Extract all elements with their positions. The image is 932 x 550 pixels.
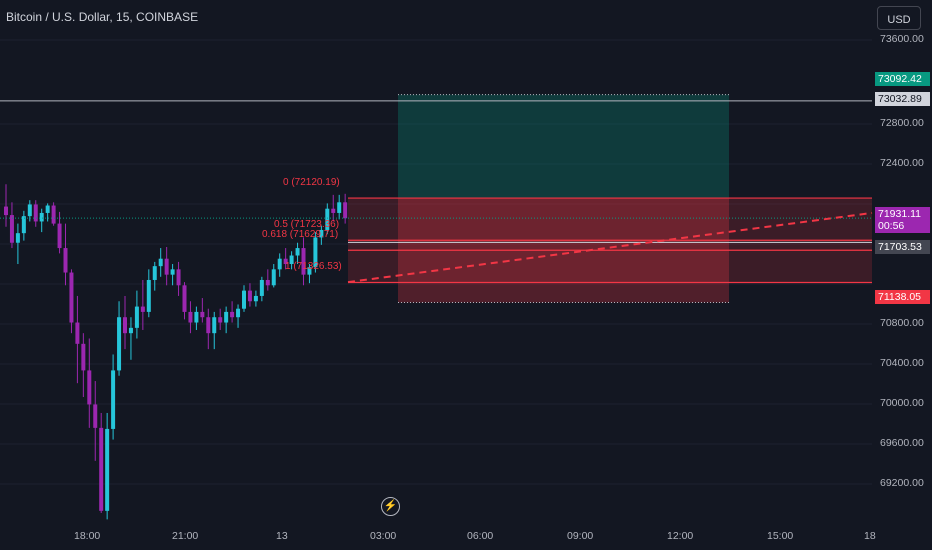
price-tick: 70000.00 (880, 397, 924, 409)
time-tick: 13 (276, 530, 288, 542)
candle-body (57, 223, 62, 249)
drawings-layer[interactable] (0, 100, 873, 284)
candle-body (307, 267, 312, 275)
lightning-icon[interactable]: ⚡ (381, 497, 400, 516)
candle-body (265, 279, 270, 286)
candle-body (81, 343, 86, 371)
candle-body (27, 204, 32, 217)
candle-body (277, 258, 282, 270)
candle-body (176, 269, 181, 286)
chart-grid (0, 39, 872, 485)
candle-body (140, 306, 145, 312)
candle-body (194, 311, 199, 323)
price-tick: 69600.00 (880, 437, 924, 449)
candle-body (301, 248, 306, 275)
price-tick: 73600.00 (880, 33, 924, 45)
candle-body (200, 311, 205, 318)
candle-body (212, 317, 217, 334)
candle-body (117, 317, 122, 371)
chart-background (0, 0, 872, 550)
countdown-timer: 00:56 (878, 220, 905, 232)
time-tick: 15:00 (767, 530, 794, 542)
candle-body (164, 258, 169, 275)
candle-body (218, 317, 223, 323)
candle-body (224, 311, 229, 323)
time-tick: 12:00 (667, 530, 694, 542)
candle-body (33, 204, 38, 222)
currency-button[interactable]: USD (877, 6, 921, 30)
candle-body (111, 370, 116, 429)
candle-body (134, 306, 139, 328)
candle-body (295, 248, 300, 256)
candle-body (289, 255, 294, 265)
fib-label: 0.618 (71629.71) (262, 229, 339, 240)
target-zone[interactable] (398, 94, 729, 199)
price-tick: 69200.00 (880, 477, 924, 489)
candle-body (247, 290, 252, 302)
candle-body (99, 427, 104, 511)
price-tick: 70800.00 (880, 317, 924, 329)
time-tick: 09:00 (567, 530, 594, 542)
candle-body (206, 317, 211, 334)
price-tag-last: 71931.11 00:56 (875, 207, 930, 233)
candle-body (87, 370, 92, 405)
candle-body (15, 233, 20, 243)
candle-body (271, 269, 276, 286)
candle-body (331, 208, 336, 213)
price-tag-level: 71703.53 (875, 240, 930, 254)
candle-body (4, 206, 8, 216)
candle-body (253, 295, 258, 302)
candle-body (123, 317, 127, 334)
time-tick: 18:00 (74, 530, 101, 542)
candle-body (69, 272, 74, 323)
candle-body (152, 266, 157, 280)
candle-body (313, 237, 318, 268)
candle-body (319, 229, 324, 238)
symbol-title[interactable]: Bitcoin / U.S. Dollar, 15, COINBASE (6, 10, 199, 24)
fib-label: 0 (72120.19) (283, 177, 340, 188)
candle-body (158, 258, 163, 267)
candle-body (93, 404, 98, 428)
candle-body (182, 285, 187, 312)
trend-line[interactable] (347, 211, 873, 284)
time-tick: 03:00 (370, 530, 397, 542)
price-tag-line: 73032.89 (875, 92, 930, 106)
price-tick: 70400.00 (880, 357, 924, 369)
price-tick: 72400.00 (880, 157, 924, 169)
candle-body (21, 216, 26, 234)
fib-label: 1 (71326.53) (285, 261, 342, 272)
candle-body (9, 215, 14, 243)
candle-body (105, 428, 110, 511)
candle-body (75, 322, 80, 344)
candle-body (259, 279, 264, 296)
candle-body (230, 311, 235, 318)
candle-body (283, 258, 288, 265)
candle-body (170, 269, 175, 275)
candle-body (63, 248, 68, 273)
candle-body (188, 311, 193, 323)
price-tick: 72800.00 (880, 117, 924, 129)
candle-body (236, 308, 241, 318)
price-tag-stop: 71138.05 (875, 290, 930, 304)
candle-body (343, 202, 348, 219)
candles-layer (4, 184, 348, 520)
candle-body (45, 205, 50, 213)
time-tick: 21:00 (172, 530, 199, 542)
candle-body (337, 202, 342, 213)
candle-body (39, 212, 44, 222)
time-tick: 06:00 (467, 530, 494, 542)
candle-body (128, 327, 133, 334)
time-tick: 18 (864, 530, 876, 542)
candle-body (242, 290, 246, 309)
position-tool[interactable] (348, 94, 872, 304)
fib-label: 0.5 (71723.36) (274, 219, 340, 230)
price-tag-target: 73092.42 (875, 72, 930, 86)
candle-body (325, 208, 330, 230)
candle-body (51, 205, 56, 224)
candle-body (146, 279, 151, 312)
